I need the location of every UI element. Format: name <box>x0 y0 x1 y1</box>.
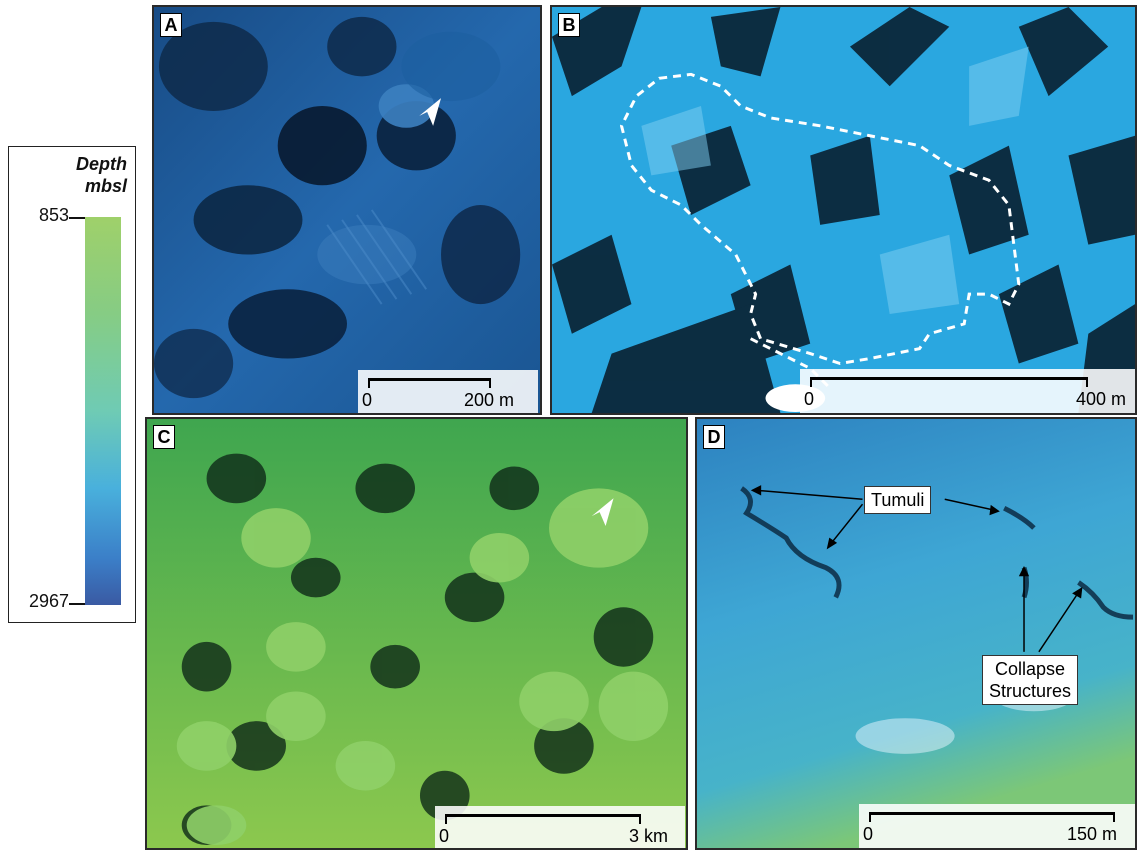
panel-a-scalebar: 0 200 m <box>358 370 538 413</box>
scale-tick-end <box>639 814 641 824</box>
tumuli-label: Tumuli <box>864 486 932 514</box>
panel-a-letter: A <box>160 13 182 37</box>
panel-b: B 0 400 m <box>550 5 1137 415</box>
arrow-marker-c <box>591 498 614 527</box>
legend-bottom-value: 2967 <box>28 591 69 611</box>
scale-tick-start <box>445 814 447 824</box>
scale-tick-end <box>489 378 491 388</box>
scale-start-label: 0 <box>439 826 450 846</box>
scale-end-label: 150 m <box>1067 824 1118 844</box>
scale-start-label: 0 <box>804 389 815 409</box>
legend-title: Depth mbsl <box>76 153 127 197</box>
collapse-structures-label: Collapse Structures <box>982 655 1079 705</box>
depth-colorbar <box>85 217 121 605</box>
legend-top-value: 853 <box>38 205 69 225</box>
scale-end-label: 400 m <box>1076 389 1127 409</box>
scale-start-label: 0 <box>362 390 373 410</box>
legend-top-tick <box>69 217 85 219</box>
scale-tick-start <box>810 377 812 387</box>
panel-b-letter: B <box>558 13 580 37</box>
scale-tick-end <box>1113 812 1115 822</box>
scale-start-label: 0 <box>863 824 874 844</box>
panel-b-bathymetry <box>552 7 1135 413</box>
panel-a-bathymetry <box>154 7 540 413</box>
scale-tick-start <box>368 378 370 388</box>
legend-title-depth: Depth <box>76 154 127 174</box>
panel-a: A 0 200 m <box>152 5 542 415</box>
panel-c-bathymetry <box>147 419 686 848</box>
panel-d-letter: D <box>703 425 725 449</box>
panel-d-bathymetry <box>697 419 1135 848</box>
scale-line <box>810 377 1088 380</box>
panel-c-scalebar: 0 3 km <box>435 806 685 848</box>
collapse-line-1: Collapse <box>994 659 1066 679</box>
scale-tick-start <box>869 812 871 822</box>
scale-line <box>368 378 491 381</box>
depth-legend: Depth mbsl 853 2967 <box>8 146 136 623</box>
panel-c: C 0 3 km <box>145 417 688 850</box>
legend-bottom-tick <box>69 603 85 605</box>
legend-title-unit: mbsl <box>84 176 127 196</box>
collapse-line-2: Structures <box>989 681 1072 701</box>
arrow-marker-a <box>419 98 442 126</box>
scale-line <box>869 812 1115 815</box>
scale-tick-end <box>1086 377 1088 387</box>
scale-line <box>445 814 641 817</box>
panel-b-scalebar: 0 400 m <box>800 369 1135 413</box>
scale-end-label: 3 km <box>629 826 669 846</box>
panel-d: D Tumuli Collapse Structures 0 150 m <box>695 417 1137 850</box>
panel-c-letter: C <box>153 425 175 449</box>
panel-d-scalebar: 0 150 m <box>859 804 1135 848</box>
scale-end-label: 200 m <box>464 390 515 410</box>
